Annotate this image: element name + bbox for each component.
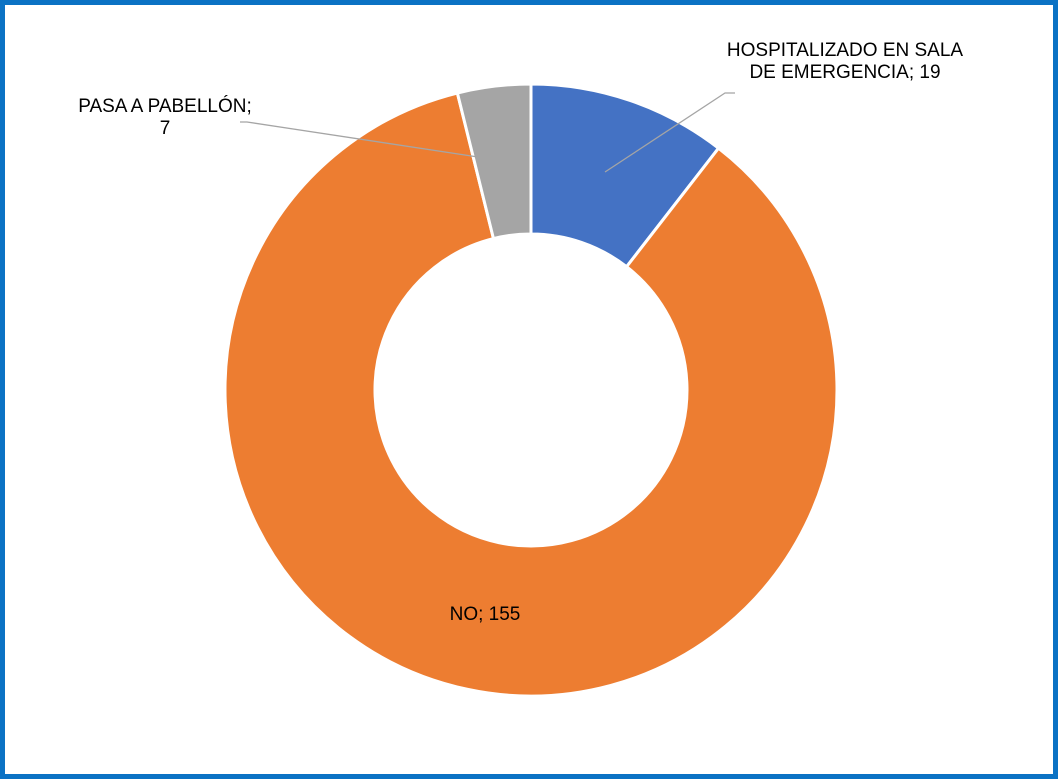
slice <box>223 91 839 698</box>
label-separator: ; <box>246 96 258 117</box>
data-label: HOSPITALIZADO EN SALA DE EMERGENCIA; 19 <box>725 40 965 84</box>
label-category: HOSPITALIZADO EN SALA DE EMERGENCIA <box>726 40 964 83</box>
label-value: 19 <box>919 62 941 83</box>
label-separator: ; <box>908 62 920 83</box>
label-value: 7 <box>159 118 171 139</box>
slice <box>455 82 533 241</box>
label-value: 155 <box>488 604 521 625</box>
leader-line <box>240 121 479 158</box>
label-separator: ; <box>478 604 489 625</box>
data-label: PASA A PABELLÓN; 7 <box>75 96 255 140</box>
data-label: NO; 155 <box>395 604 575 626</box>
label-category: PASA A PABELLÓN <box>78 96 247 117</box>
label-category: NO <box>449 604 479 625</box>
leader-line <box>604 92 735 173</box>
